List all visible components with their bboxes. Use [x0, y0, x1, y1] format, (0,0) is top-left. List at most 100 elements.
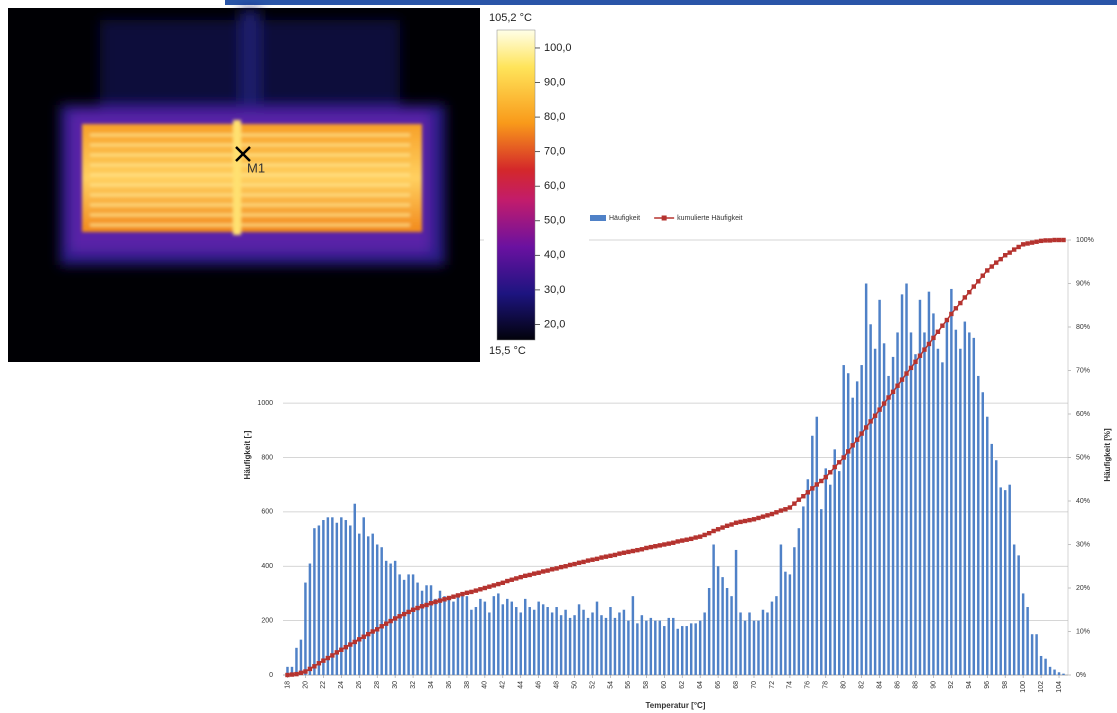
bar [569, 618, 571, 675]
bar [717, 566, 719, 675]
line-marker [362, 635, 366, 639]
bar [762, 610, 764, 675]
line-marker [756, 516, 760, 520]
line-marker [519, 575, 523, 579]
bar [842, 365, 844, 675]
y2-tick-label: 20% [1076, 585, 1090, 592]
bar [775, 596, 777, 675]
x-tick-label: 76 [805, 681, 812, 689]
x-tick-label: 48 [553, 681, 560, 689]
bar [300, 640, 302, 675]
line-marker [994, 260, 998, 264]
line-marker [523, 574, 527, 578]
bar [470, 610, 472, 675]
x-tick-label: 22 [320, 681, 327, 689]
bar [721, 577, 723, 675]
x-tick-label: 90 [930, 681, 937, 689]
line-marker [900, 377, 904, 381]
line-marker [981, 273, 985, 277]
line-marker [927, 342, 931, 346]
bar [331, 517, 333, 675]
bar [982, 392, 984, 675]
bar [524, 599, 526, 675]
line-marker [658, 543, 662, 547]
x-tick-label: 74 [787, 681, 794, 689]
line-marker [424, 603, 428, 607]
bar [564, 610, 566, 675]
bar [493, 596, 495, 675]
bar [380, 547, 382, 675]
x-tick-label: 54 [607, 681, 614, 689]
bar [488, 612, 490, 675]
bar [641, 615, 643, 675]
bar [618, 612, 620, 675]
bar [318, 525, 320, 675]
legend-label: Häufigkeit [609, 215, 640, 222]
x-tick-label: 24 [338, 681, 345, 689]
line-marker [779, 508, 783, 512]
bar [1022, 593, 1024, 675]
line-marker [864, 425, 868, 429]
bar [484, 602, 486, 675]
bar [600, 615, 602, 675]
bar [986, 417, 988, 675]
line-marker [913, 360, 917, 364]
line-marker [1039, 239, 1043, 243]
colorbar [497, 30, 535, 340]
line-marker [788, 505, 792, 509]
line-marker [635, 548, 639, 552]
x-tick-label: 30 [392, 681, 399, 689]
line-marker [393, 616, 397, 620]
line-marker [478, 587, 482, 591]
bar [537, 602, 539, 675]
bar [681, 626, 683, 675]
bar [421, 591, 423, 675]
bar [582, 610, 584, 675]
bar [883, 343, 885, 675]
line-marker [963, 295, 967, 299]
bar [528, 607, 530, 675]
line-marker [931, 336, 935, 340]
bar [546, 607, 548, 675]
line-marker [671, 541, 675, 545]
bar [865, 284, 867, 676]
x-tick-label: 26 [356, 681, 363, 689]
y2-tick-label: 60% [1076, 411, 1090, 418]
y2-tick-label: 70% [1076, 367, 1090, 374]
line-marker [644, 546, 648, 550]
bar [825, 468, 827, 675]
line-marker [1048, 238, 1052, 242]
x-tick-label: 42 [500, 681, 507, 689]
line-marker [384, 621, 388, 625]
bar [506, 599, 508, 675]
line-marker [366, 632, 370, 636]
x-tick-label: 68 [733, 681, 740, 689]
x-tick-label: 102 [1038, 681, 1045, 693]
bar [430, 585, 432, 675]
bar [735, 550, 737, 675]
x-tick-label: 46 [536, 681, 543, 689]
bar [623, 610, 625, 675]
bar [1004, 490, 1006, 675]
bar [1017, 555, 1019, 675]
line-marker [469, 590, 473, 594]
slide: 020040060080010000%10%20%30%40%50%60%70%… [0, 0, 1117, 713]
bar [999, 487, 1001, 675]
bar [542, 604, 544, 675]
line-marker [483, 586, 487, 590]
bar [632, 596, 634, 675]
bar [654, 621, 656, 675]
line-marker [465, 591, 469, 595]
x-tick-label: 20 [302, 681, 309, 689]
heated-object [82, 120, 422, 235]
line-marker [945, 318, 949, 322]
bar [511, 602, 513, 675]
line-marker [792, 501, 796, 505]
y-tick-label: 400 [261, 563, 273, 570]
x-tick-label: 100 [1020, 681, 1027, 693]
line-marker [976, 279, 980, 283]
bar [1058, 672, 1060, 675]
x-tick-label: 70 [751, 681, 758, 689]
bar [605, 618, 607, 675]
colorbar-tick-label: 80,0 [544, 111, 565, 123]
